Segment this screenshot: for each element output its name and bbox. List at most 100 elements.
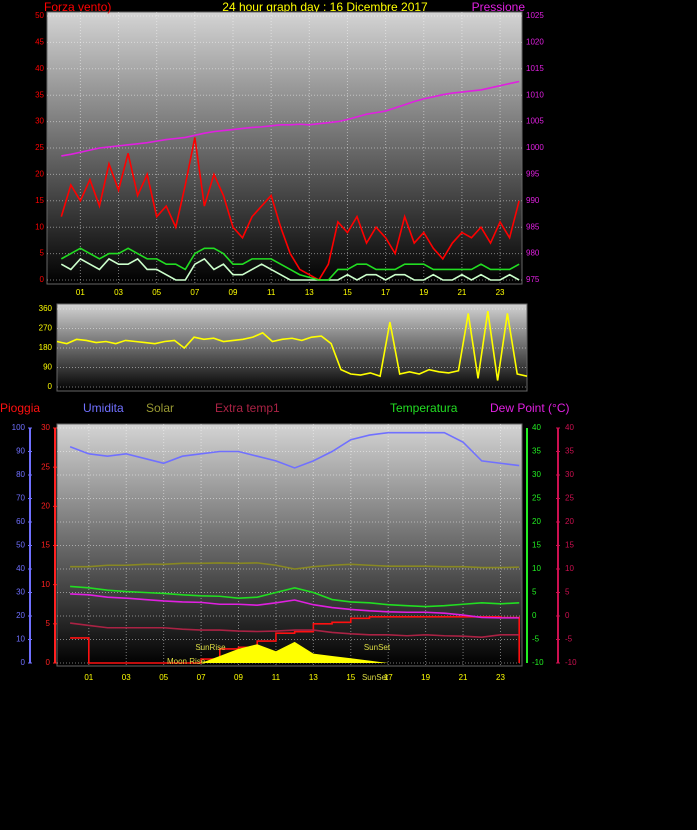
y-tick-label: 1010 (526, 90, 544, 99)
plot-area (56, 303, 528, 392)
y-tick-label: 35 (35, 90, 44, 99)
series-line (69, 622, 520, 638)
legend-label: Pioggia (0, 401, 40, 415)
x-tick-label: 21 (457, 288, 466, 297)
x-tick-label: 13 (305, 288, 314, 297)
legend-label: Forza vento) (44, 0, 111, 14)
y-tick-label: -5 (532, 635, 540, 644)
y-tick-label: 25 (532, 494, 541, 503)
y-tick-label: 995 (526, 170, 540, 179)
x-tick-label: 07 (197, 673, 206, 682)
y-tick-label: 40 (16, 564, 25, 573)
legend-label: Temperatura (390, 401, 458, 415)
y-tick-label: 25 (565, 494, 574, 503)
y-tick-label: 20 (16, 611, 25, 620)
x-tick-label: 21 (459, 673, 468, 682)
y-tick-label: 20 (565, 517, 574, 526)
series-line (70, 562, 520, 570)
x-tick-label: 05 (159, 673, 168, 682)
y-tick-label: S (543, 339, 552, 355)
y-tick-label: 35 (532, 447, 541, 456)
y-tick-label: 5 (40, 249, 45, 258)
y-tick-label: 70 (16, 494, 25, 503)
y-tick-label: 25 (41, 462, 50, 471)
y-tick-label: 0 (21, 658, 26, 667)
y-tick-label: 30 (532, 470, 541, 479)
series-line (60, 247, 520, 281)
x-tick-label: 09 (234, 673, 243, 682)
y-tick-label: 0 (532, 611, 537, 620)
y-tick-label: N (543, 378, 553, 394)
legend-label: Solar (146, 401, 174, 415)
y-tick-label: 1025 (526, 11, 544, 20)
legend-label: Pressione (472, 0, 526, 14)
y-tick-label: 15 (532, 541, 541, 550)
y-tick-label: -10 (532, 658, 544, 667)
y-tick-label: 10 (16, 635, 25, 644)
y-tick-label: -10 (565, 658, 577, 667)
x-tick-label: 17 (381, 288, 390, 297)
y-tick-label: 990 (526, 196, 540, 205)
x-tick-label: 07 (190, 288, 199, 297)
y-tick-label: 60 (16, 517, 25, 526)
y-tick-label: E (543, 358, 552, 374)
y-tick-label: 1015 (526, 64, 544, 73)
y-tick-label: 25 (35, 143, 44, 152)
y-tick-label: 50 (16, 541, 25, 550)
x-tick-label: 15 (343, 288, 352, 297)
x-tick-label: 03 (114, 288, 123, 297)
y-tick-label: 980 (526, 249, 540, 258)
chart-title: 24 hour graph day : 16 Dicembre 2017 (222, 0, 428, 14)
series-line (61, 80, 520, 157)
y-tick-label: 1020 (526, 38, 544, 47)
y-tick-label: 40 (565, 423, 574, 432)
y-tick-label: 0 (565, 611, 570, 620)
y-tick-label: 0 (40, 275, 45, 284)
y-tick-label: 30 (35, 117, 44, 126)
y-tick-label: 90 (43, 363, 52, 372)
y-tick-label: 10 (532, 564, 541, 573)
y-tick-label: 1005 (526, 117, 544, 126)
y-tick-label: 45 (35, 38, 44, 47)
series-line (69, 431, 520, 469)
y-tick-label: 20 (35, 170, 44, 179)
x-tick-label: 23 (496, 673, 505, 682)
y-tick-label: 50 (35, 11, 44, 20)
y-tick-label: 90 (16, 447, 25, 456)
y-tick-label: 5 (565, 588, 570, 597)
y-tick-label: 40 (35, 64, 44, 73)
y-tick-label: 10 (565, 564, 574, 573)
y-tick-label: 10 (35, 222, 44, 231)
y-tick-label: 985 (526, 222, 540, 231)
x-tick-label: 13 (309, 673, 318, 682)
y-tick-label: 80 (16, 470, 25, 479)
series-line (70, 615, 520, 664)
y-tick-label: 270 (39, 324, 53, 333)
series-line (60, 257, 520, 281)
x-tick-label: 11 (267, 288, 276, 297)
x-tick-label: 01 (84, 673, 93, 682)
y-tick-label: 975 (526, 275, 540, 284)
y-tick-label: 360 (39, 304, 53, 313)
y-tick-label: 20 (532, 517, 541, 526)
x-tick-label: 01 (76, 288, 85, 297)
series-line (56, 311, 528, 381)
annotation: SunSet (364, 643, 391, 652)
y-tick-label: 15 (41, 541, 50, 550)
y-tick-label: 5 (46, 619, 51, 628)
series-line (70, 593, 520, 619)
annotation: Moon Rise (167, 657, 206, 666)
x-tick-label: 19 (419, 288, 428, 297)
x-tick-label: 05 (152, 288, 161, 297)
x-tick-label: 03 (122, 673, 131, 682)
y-tick-label: 10 (41, 580, 50, 589)
y-tick-label: 1000 (526, 143, 544, 152)
y-tick-label: 15 (565, 541, 574, 550)
annotation: SunSet (362, 673, 389, 682)
y-tick-label: 100 (12, 423, 26, 432)
y-tick-label: W (543, 319, 557, 335)
legend-label: Extra temp1 (215, 401, 280, 415)
x-tick-label: 09 (229, 288, 238, 297)
